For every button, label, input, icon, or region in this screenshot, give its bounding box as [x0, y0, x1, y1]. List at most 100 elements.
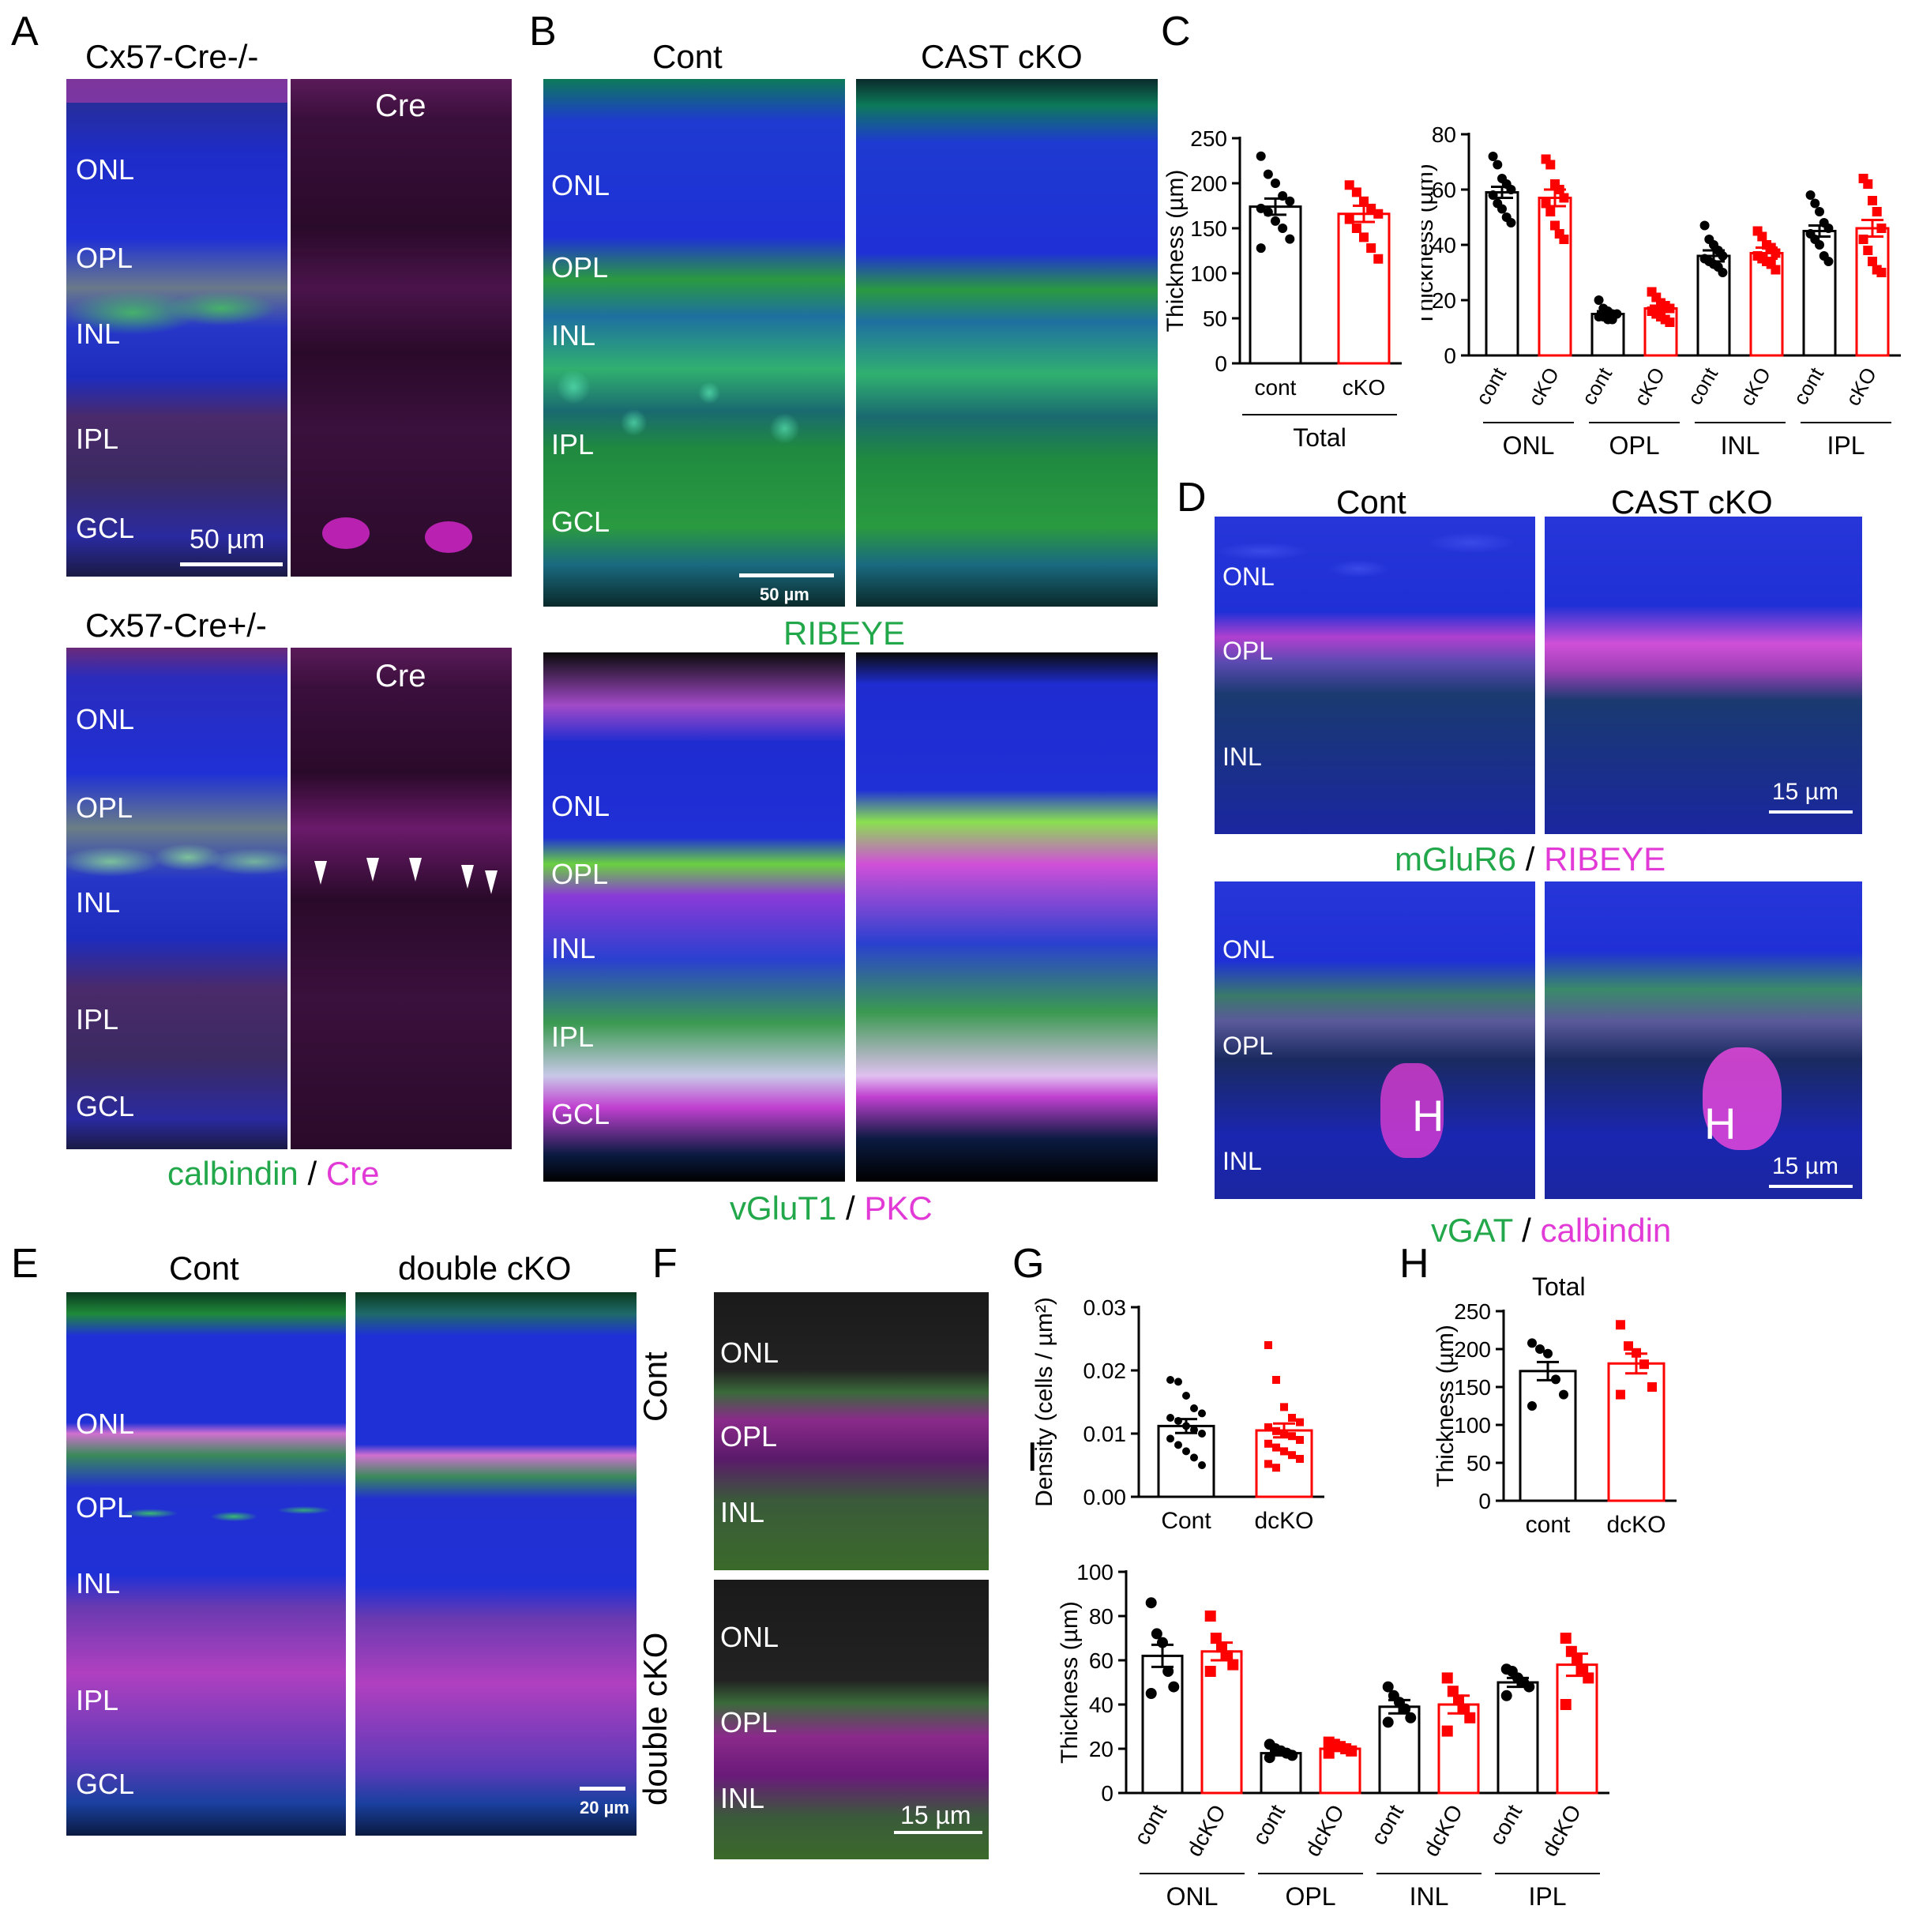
data-point: [1459, 1703, 1470, 1715]
y-axis-label: Thickness (µm): [1421, 164, 1438, 326]
data-point: [1441, 1672, 1453, 1684]
panel-b-caption-bottom: vGluT1 / PKC: [730, 1190, 933, 1227]
data-point: [1560, 1699, 1572, 1710]
data-point: [1577, 1663, 1589, 1675]
panel-a-top-layer-ipl: IPL: [76, 423, 119, 455]
data-point: [1718, 251, 1728, 261]
y-tick-label: 100: [1454, 1413, 1491, 1438]
panel-f-scale-bar: [894, 1831, 982, 1834]
x-tick-label: Cont: [1161, 1508, 1211, 1534]
data-point: [1616, 1389, 1625, 1400]
data-point: [1204, 1666, 1216, 1677]
data-point: [1527, 1338, 1537, 1348]
panel-d-top-scale-text: 15 µm: [1772, 779, 1838, 805]
data-point: [1272, 1443, 1280, 1452]
data-point: [1190, 1453, 1198, 1462]
panel-d-bottom-scale-text: 15 µm: [1772, 1153, 1838, 1179]
data-point: [1699, 220, 1710, 231]
panel-d-caption-2: vGAT / calbindin: [1431, 1212, 1672, 1249]
panel-a-top-layer-opl: OPL: [76, 242, 133, 274]
panel-letter-b: B: [529, 9, 557, 55]
x-tick-label: cKO: [1343, 375, 1385, 400]
panel-b-top-layer-opl: OPL: [551, 251, 609, 284]
data-point: [1271, 179, 1280, 188]
panel-a-top-merge-image: [66, 79, 287, 577]
data-point: [1550, 220, 1560, 231]
y-tick-label: 250: [1190, 126, 1227, 151]
panel-d-h-label-right: H: [1704, 1099, 1737, 1148]
data-point: [1488, 152, 1498, 161]
panel-d-bottom-layer-inl: INL: [1222, 1147, 1262, 1175]
panel-b-top-right-image: [856, 79, 1158, 607]
y-tick-label: 0: [1101, 1781, 1113, 1806]
data-point: [1805, 190, 1816, 200]
y-tick-label: 50: [1466, 1451, 1491, 1475]
data-point: [1263, 207, 1273, 217]
chart-g: 0.00 0.01 0.02 0.03 Density (cells / µm²) Con…: [1031, 1295, 1324, 1534]
y-tick-label: 150: [1190, 216, 1227, 241]
panel-f-bottom-layer-onl: ONL: [720, 1621, 779, 1653]
x-tick-label: cont: [1577, 363, 1617, 408]
data-point: [1285, 234, 1295, 244]
panel-d-bottom-layer-opl: OPL: [1222, 1032, 1274, 1060]
panel-letter-e: E: [11, 1241, 39, 1287]
panel-d-top-layer-onl: ONL: [1222, 562, 1275, 591]
panel-e-title-right: double cKO: [398, 1250, 572, 1287]
x-tick-label: cont: [1485, 1800, 1527, 1849]
data-point: [1624, 1341, 1633, 1351]
panel-b-top-layer-onl: ONL: [551, 169, 610, 201]
arrowhead-icon: [485, 870, 498, 894]
group-label: INL: [1410, 1882, 1449, 1911]
y-tick-label: 0: [1478, 1489, 1491, 1513]
data-point: [1145, 1597, 1157, 1609]
panel-a-bottom-layer-inl: INL: [76, 886, 121, 919]
panel-b-top-layer-gcl: GCL: [551, 506, 610, 538]
data-point: [1296, 1455, 1304, 1463]
data-point: [1359, 196, 1369, 206]
data-point: [1607, 314, 1617, 325]
panel-letter-g: G: [1012, 1241, 1045, 1287]
group-label: ONL: [1503, 431, 1555, 460]
data-point: [1382, 1716, 1394, 1728]
panel-a-bottom-layer-ipl: IPL: [76, 1003, 119, 1036]
x-tick-label: cont: [1248, 1800, 1290, 1849]
y-tick-label: 60: [1089, 1648, 1113, 1673]
panel-letter-c: C: [1161, 9, 1191, 55]
data-point: [1256, 151, 1266, 161]
panel-letter-f: F: [652, 1241, 678, 1287]
data-point: [1823, 257, 1834, 266]
data-point: [1823, 224, 1834, 233]
chart-title: Total: [1532, 1272, 1586, 1301]
panel-d-top-layer-inl: INL: [1222, 742, 1262, 771]
data-point: [1278, 190, 1288, 201]
group-label: INL: [1721, 431, 1760, 460]
panel-b-scale-text: 50 µm: [760, 584, 809, 604]
panel-a-top-layer-onl: ONL: [76, 153, 135, 186]
group-label: Total: [1293, 423, 1346, 452]
data-point: [1145, 1688, 1157, 1699]
arrowhead-icon: [409, 858, 422, 881]
panel-letter-d: D: [1177, 475, 1207, 521]
data-point: [1559, 1389, 1568, 1400]
panel-d-top-right-image: [1545, 517, 1862, 834]
data-point: [1583, 1672, 1594, 1684]
panel-d-title-right: CAST cKO: [1611, 483, 1773, 521]
data-point: [1166, 1434, 1174, 1443]
data-point: [1227, 1659, 1239, 1671]
data-point: [1868, 257, 1877, 266]
y-tick-label: 100: [1076, 1560, 1113, 1584]
caption-magenta: Cre: [325, 1155, 380, 1192]
data-point: [1366, 203, 1376, 213]
data-point: [1632, 1348, 1641, 1358]
y-tick-label: 250: [1454, 1299, 1491, 1324]
panel-letter-i: I: [1027, 1434, 1038, 1480]
panel-d-h-label-left: H: [1412, 1091, 1444, 1141]
panel-e-layer-onl: ONL: [76, 1408, 135, 1440]
data-point: [1162, 1666, 1174, 1677]
y-tick-label: 40: [1432, 233, 1456, 257]
y-tick-label: 0.02: [1083, 1359, 1127, 1383]
data-point: [1278, 224, 1288, 233]
